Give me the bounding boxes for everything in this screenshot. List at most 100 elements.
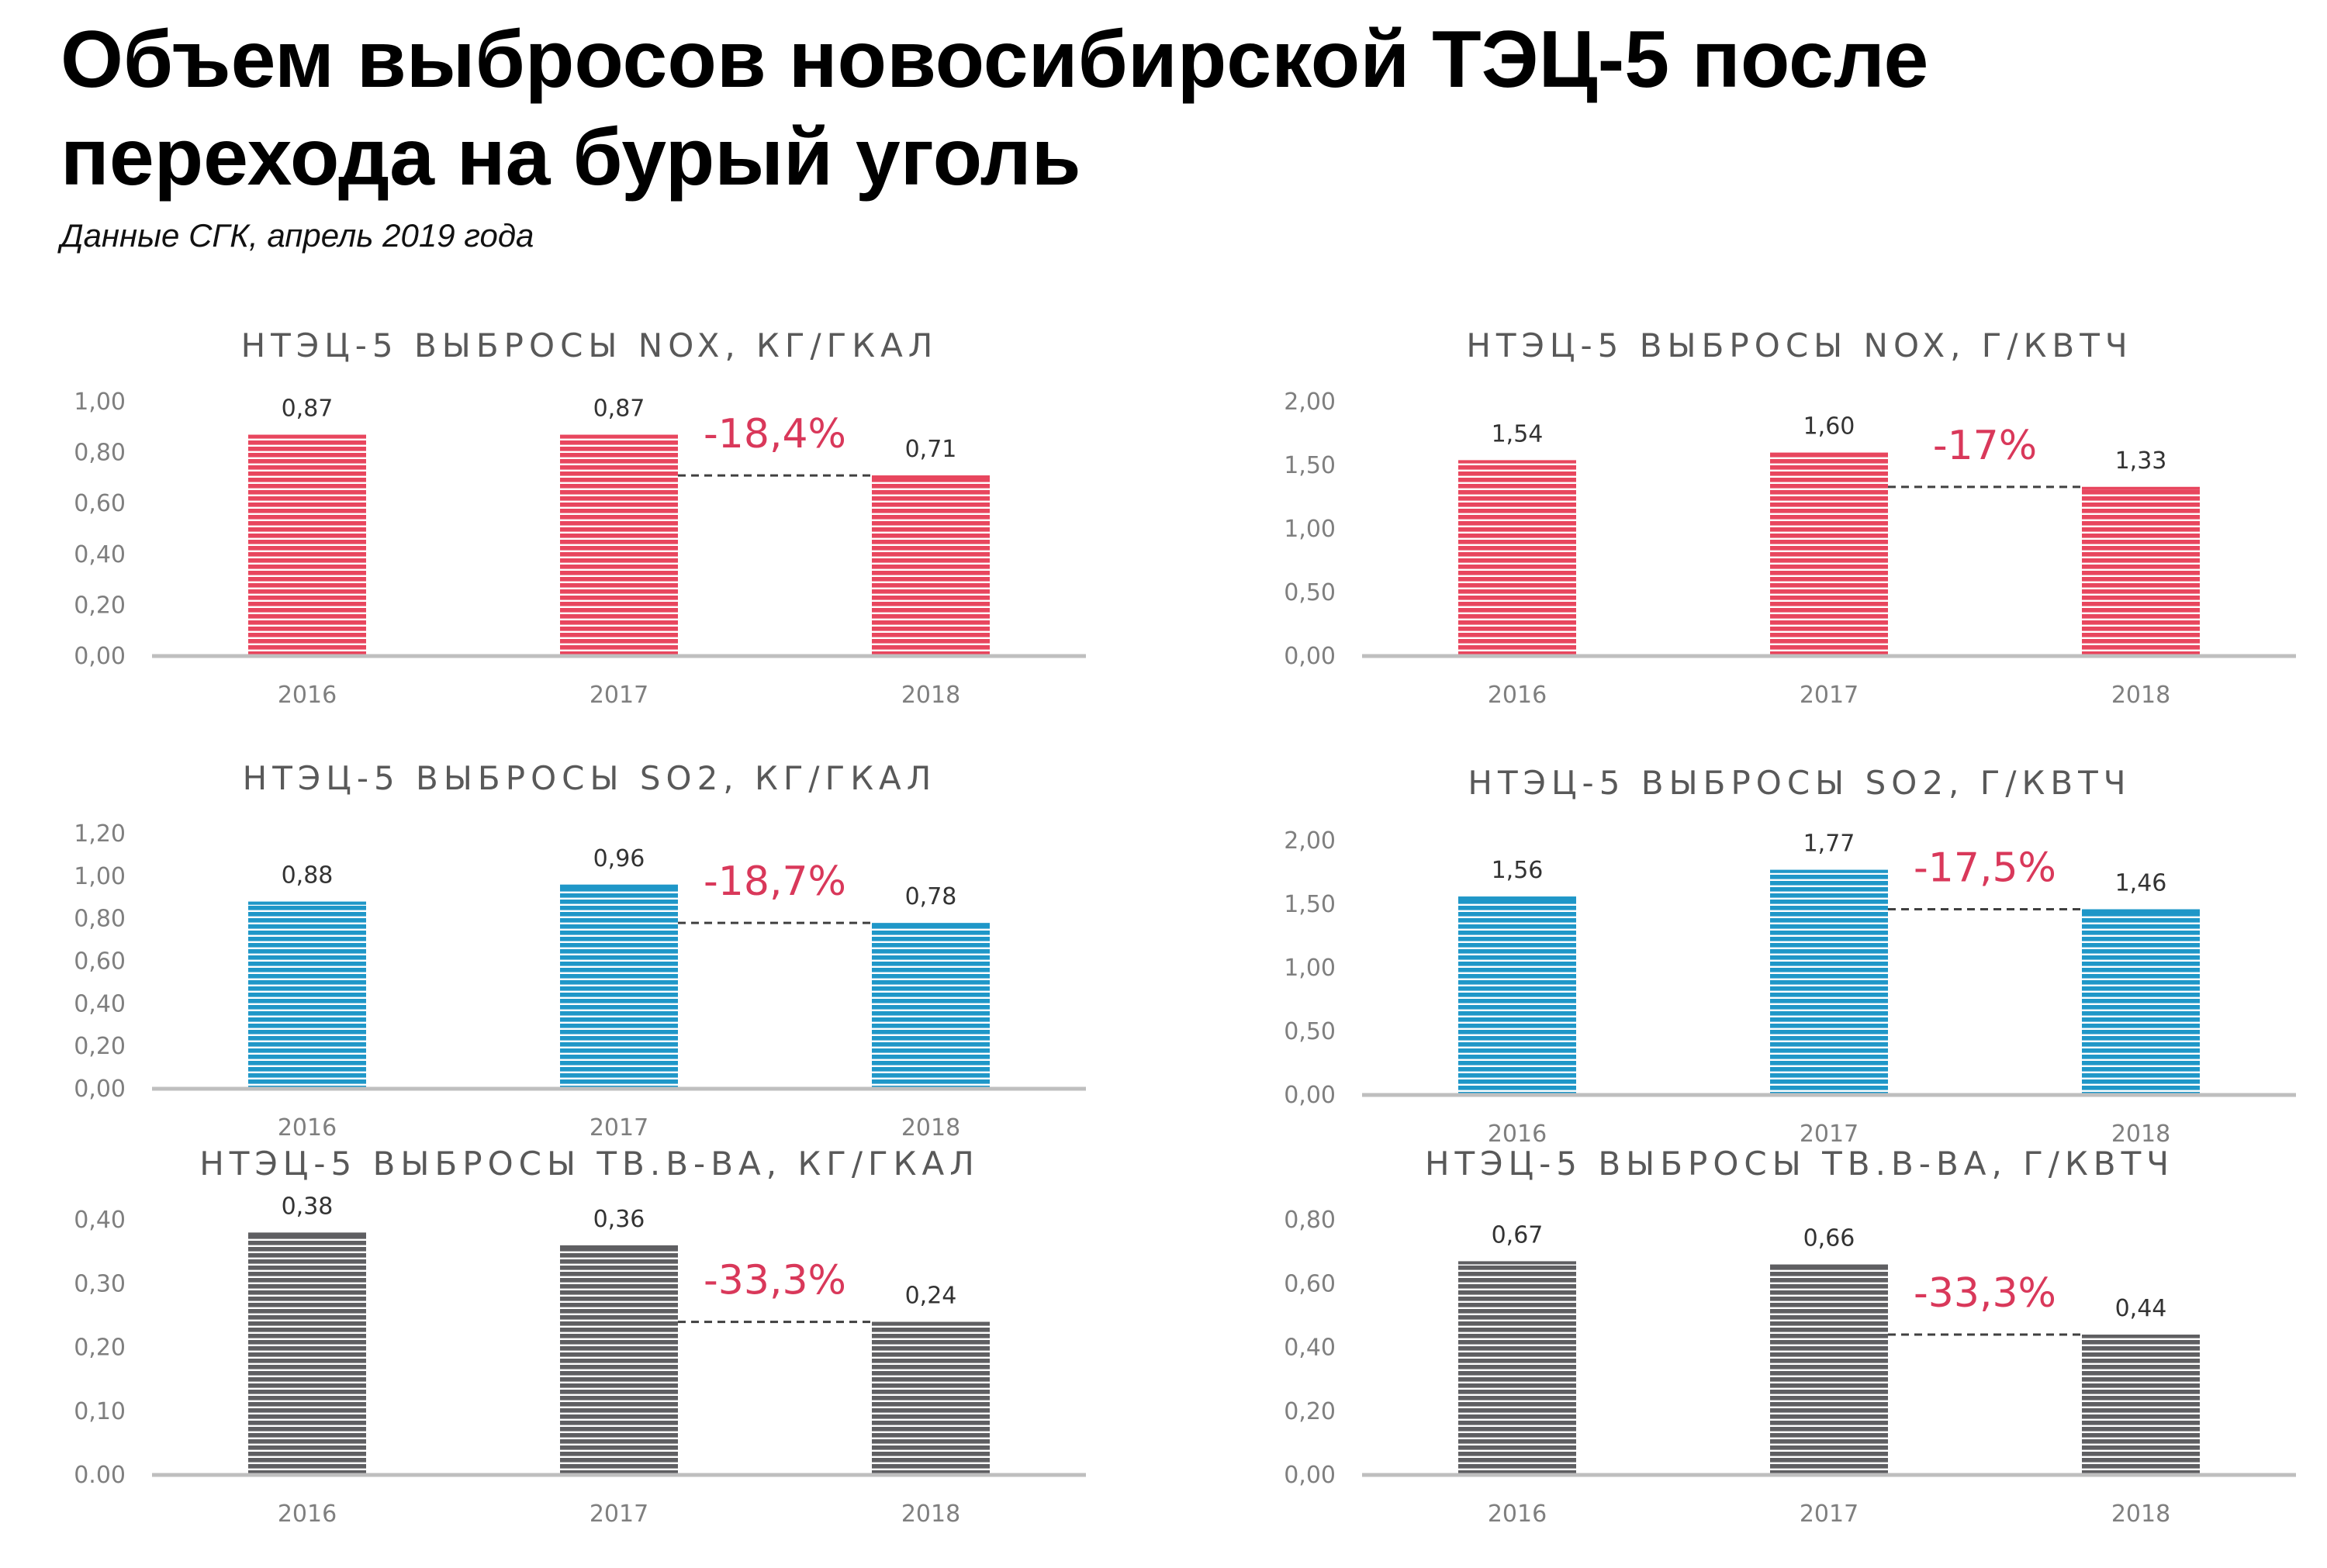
- chart-title: НТЭЦ-5 ВЫБРОСЫ SO2, КГ/ГКАЛ: [243, 759, 937, 797]
- y-tick-label: 0,20: [1284, 1398, 1336, 1425]
- data-label: 0,24: [905, 1283, 957, 1310]
- x-category-label: 2016: [278, 682, 337, 709]
- chart-title: НТЭЦ-5 ВЫБРОСЫ ТВ.В-ВА, Г/КВТЧ: [1425, 1145, 2174, 1183]
- bar-top-edge: [560, 1245, 678, 1249]
- bar-top-edge: [1458, 1261, 1576, 1265]
- bar-2017: [560, 434, 678, 656]
- data-label: 0,67: [1492, 1221, 1544, 1249]
- y-tick-label: 0,00: [74, 1076, 126, 1103]
- y-tick-label: 1,20: [74, 820, 126, 848]
- x-category-label: 2017: [1800, 1121, 1858, 1148]
- data-label: 0,88: [282, 862, 334, 889]
- page-title: Объем выбросов новосибирской ТЭЦ-5 после…: [61, 11, 2279, 206]
- x-category-label: 2018: [2111, 682, 2170, 709]
- x-category-label: 2017: [590, 1114, 648, 1141]
- x-category-label: 2018: [901, 682, 960, 709]
- bar-top-edge: [2082, 1335, 2200, 1338]
- change-label: -33,3%: [704, 1258, 846, 1304]
- change-label: -18,4%: [704, 411, 846, 458]
- y-tick-label: 0,80: [74, 440, 126, 467]
- bar-2017: [1770, 452, 1888, 656]
- page-subtitle: Данные СГК, апрель 2019 года: [61, 217, 534, 254]
- bar-2018: [2082, 486, 2200, 656]
- data-label: 0,71: [905, 436, 957, 463]
- bar-top-edge: [560, 434, 678, 438]
- data-label: 1,46: [2115, 870, 2167, 897]
- y-tick-label: 0,60: [1284, 1270, 1336, 1297]
- x-category-label: 2018: [2111, 1121, 2170, 1148]
- x-category-label: 2018: [901, 1114, 960, 1141]
- y-tick-label: 0,80: [74, 906, 126, 933]
- chart-title: НТЭЦ-5 ВЫБРОСЫ ТВ.В-ВА, КГ/ГКАЛ: [199, 1145, 980, 1183]
- x-category-label: 2018: [2111, 1501, 2170, 1528]
- y-tick-label: 0,00: [1284, 1082, 1336, 1109]
- y-tick-label: 1,50: [1284, 891, 1336, 918]
- bar-2018: [872, 1321, 990, 1475]
- y-tick-label: 1,00: [74, 389, 126, 416]
- bar-top-edge: [1770, 1264, 1888, 1268]
- bar-top-edge: [248, 901, 366, 905]
- change-label: -18,7%: [704, 858, 846, 905]
- y-tick-label: 1,00: [1284, 955, 1336, 982]
- change-label: -33,3%: [1914, 1270, 2056, 1317]
- page-title-line-1: Объем выбросов новосибирской ТЭЦ-5 после: [61, 15, 1929, 105]
- y-tick-label: 0,20: [74, 1335, 126, 1362]
- bar-top-edge: [872, 923, 990, 927]
- change-label: -17%: [1933, 423, 2037, 469]
- y-tick-label: 0.00: [74, 1462, 126, 1489]
- x-category-label: 2016: [1488, 1501, 1547, 1528]
- data-label: 1,56: [1492, 857, 1544, 884]
- y-tick-label: 0,00: [1284, 643, 1336, 670]
- bar-top-edge: [1458, 460, 1576, 464]
- bar-top-edge: [1770, 452, 1888, 456]
- chart-title: НТЭЦ-5 ВЫБРОСЫ NOX, КГ/ГКАЛ: [241, 326, 939, 364]
- bar-2017: [560, 884, 678, 1089]
- y-tick-label: 0,50: [1284, 1018, 1336, 1045]
- x-category-label: 2016: [278, 1114, 337, 1141]
- bar-2017: [1770, 869, 1888, 1095]
- y-tick-label: 1,50: [1284, 452, 1336, 479]
- data-label: 0,78: [905, 883, 957, 910]
- y-tick-label: 0,40: [74, 541, 126, 568]
- x-category-label: 2016: [1488, 1121, 1547, 1148]
- y-tick-label: 0,50: [1284, 579, 1336, 606]
- bar-top-edge: [1458, 896, 1576, 900]
- chart-title: НТЭЦ-5 ВЫБРОСЫ SO2, Г/КВТЧ: [1468, 764, 2131, 802]
- y-tick-label: 0,20: [74, 592, 126, 619]
- bar-2016: [248, 901, 366, 1089]
- bar-2017: [1770, 1264, 1888, 1475]
- y-tick-label: 0,60: [74, 490, 126, 517]
- bar-top-edge: [872, 475, 990, 479]
- x-category-label: 2017: [1800, 682, 1858, 709]
- x-category-label: 2016: [1488, 682, 1547, 709]
- y-tick-label: 0,00: [74, 643, 126, 670]
- y-tick-label: 0,40: [1284, 1335, 1336, 1362]
- y-tick-label: 1,00: [74, 863, 126, 890]
- data-label: 0,87: [593, 395, 645, 423]
- x-category-label: 2017: [590, 1501, 648, 1528]
- data-label: 0,66: [1803, 1225, 1855, 1252]
- y-tick-label: 0,60: [74, 948, 126, 976]
- y-tick-label: 1,00: [1284, 516, 1336, 543]
- x-category-label: 2016: [278, 1501, 337, 1528]
- bar-top-edge: [248, 1232, 366, 1236]
- bar-2016: [1458, 1261, 1576, 1475]
- y-tick-label: 0,20: [74, 1033, 126, 1060]
- bar-2017: [560, 1245, 678, 1475]
- y-tick-label: 2,00: [1284, 827, 1336, 855]
- y-tick-label: 0,10: [74, 1398, 126, 1425]
- data-label: 0,38: [282, 1193, 334, 1220]
- bar-top-edge: [248, 434, 366, 438]
- data-label: 0,44: [2115, 1295, 2167, 1322]
- page-title-line-2: перехода на бурый уголь: [61, 112, 1081, 202]
- chart-title: НТЭЦ-5 ВЫБРОСЫ NOX, Г/КВТЧ: [1466, 326, 2132, 364]
- data-label: 0,96: [593, 845, 645, 872]
- bar-2016: [1458, 460, 1576, 656]
- data-label: 0,87: [282, 395, 334, 423]
- data-label: 1,77: [1803, 831, 1855, 858]
- data-label: 0,36: [593, 1206, 645, 1233]
- y-tick-label: 0,80: [1284, 1207, 1336, 1234]
- y-tick-label: 0,30: [74, 1270, 126, 1297]
- bar-2016: [248, 1232, 366, 1475]
